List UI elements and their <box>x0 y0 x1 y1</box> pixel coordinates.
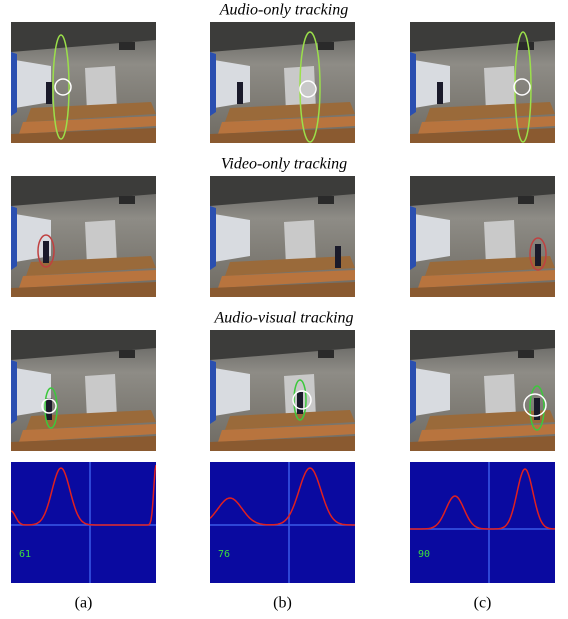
panel-label: (c) <box>474 595 492 612</box>
window <box>410 52 416 116</box>
whiteboard <box>15 60 51 108</box>
figure: Audio-only tracking Video-only tracking Au… <box>0 0 568 619</box>
scene-image <box>11 22 156 143</box>
projector <box>518 42 534 50</box>
person <box>46 82 52 104</box>
person <box>237 82 243 104</box>
section-title: Audio-visual tracking <box>213 310 353 327</box>
person <box>437 82 443 104</box>
scene-image <box>210 330 355 451</box>
person <box>335 246 341 268</box>
scene-image <box>410 176 555 297</box>
whiteboard <box>414 60 450 108</box>
projector <box>119 350 135 358</box>
window <box>11 206 17 270</box>
projector <box>119 42 135 50</box>
person <box>297 392 303 414</box>
scene-image <box>410 330 555 451</box>
window <box>410 360 416 424</box>
plot-bg <box>410 462 555 583</box>
section-title: Audio-only tracking <box>219 2 348 19</box>
plot-label: 90 <box>418 549 430 560</box>
scene-image <box>11 330 156 451</box>
whiteboard <box>214 60 250 108</box>
whiteboard <box>214 214 250 262</box>
scene-image <box>11 176 156 297</box>
scene-image <box>210 22 355 143</box>
scene-image <box>210 176 355 297</box>
projector <box>518 196 534 204</box>
person <box>535 244 541 266</box>
projector <box>119 196 135 204</box>
panel-label: (a) <box>75 595 93 612</box>
window <box>210 360 216 424</box>
whiteboard <box>414 368 450 416</box>
window <box>210 206 216 270</box>
projector <box>318 196 334 204</box>
person <box>46 398 52 420</box>
panel-label: (b) <box>273 595 292 612</box>
window <box>410 206 416 270</box>
likelihood-plot: 61 <box>11 462 156 583</box>
projector <box>518 350 534 358</box>
scene-image <box>410 22 555 143</box>
plot-label: 61 <box>19 549 31 560</box>
window <box>11 52 17 116</box>
whiteboard <box>214 368 250 416</box>
likelihood-plot: 90 <box>410 462 555 583</box>
window <box>210 52 216 116</box>
projector <box>318 350 334 358</box>
projector <box>318 42 334 50</box>
section-title: Video-only tracking <box>221 156 347 173</box>
window <box>11 360 17 424</box>
person <box>43 241 49 263</box>
plot-label: 76 <box>218 549 230 560</box>
whiteboard <box>414 214 450 262</box>
likelihood-plot: 76 <box>210 462 355 583</box>
